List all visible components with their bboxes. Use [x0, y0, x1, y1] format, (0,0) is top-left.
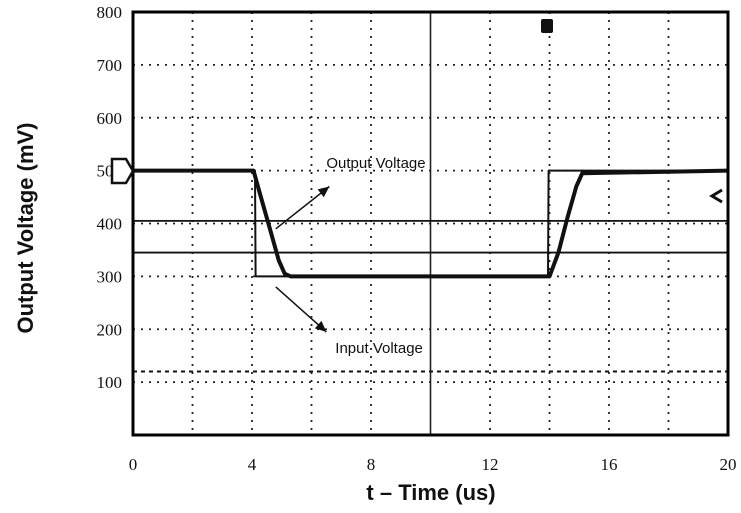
reference-lines	[133, 219, 728, 373]
series-layer	[133, 168, 729, 279]
ground-marker-icon	[110, 157, 135, 185]
channel-marker-icon	[541, 19, 553, 33]
x-tick-label: 16	[601, 455, 618, 474]
x-axis-title: t – Time (us)	[366, 480, 495, 505]
annotation-label: Input Voltage	[335, 340, 423, 357]
arrowhead-icon	[317, 186, 330, 198]
annotations: Output Voltage Input Voltage	[275, 155, 426, 357]
x-tick-label: 0	[129, 455, 138, 474]
y-tick-label: 800	[97, 3, 123, 22]
y-tick-label: 100	[97, 373, 123, 392]
x-tick-label: 8	[367, 455, 376, 474]
annotation-arrow	[275, 185, 330, 230]
annotation-arrow	[275, 286, 327, 333]
arrowhead-icon	[314, 320, 327, 332]
annotation-label: Output Voltage	[326, 155, 425, 172]
x-tick-label: 4	[248, 455, 257, 474]
y-tick-label: 400	[97, 215, 123, 234]
trigger-marker-icon	[709, 188, 723, 204]
x-tick-label: 12	[482, 455, 499, 474]
plot-frame	[131, 10, 730, 437]
series-line-input-voltage	[133, 169, 728, 278]
y-tick-label: 600	[97, 109, 123, 128]
y-tick-label: 700	[97, 56, 123, 75]
y-tick-label: 300	[97, 267, 123, 286]
y-axis-title: Output Voltage (mV)	[13, 122, 38, 333]
x-tick-label: 20	[720, 455, 737, 474]
y-tick-label: 200	[97, 320, 123, 339]
